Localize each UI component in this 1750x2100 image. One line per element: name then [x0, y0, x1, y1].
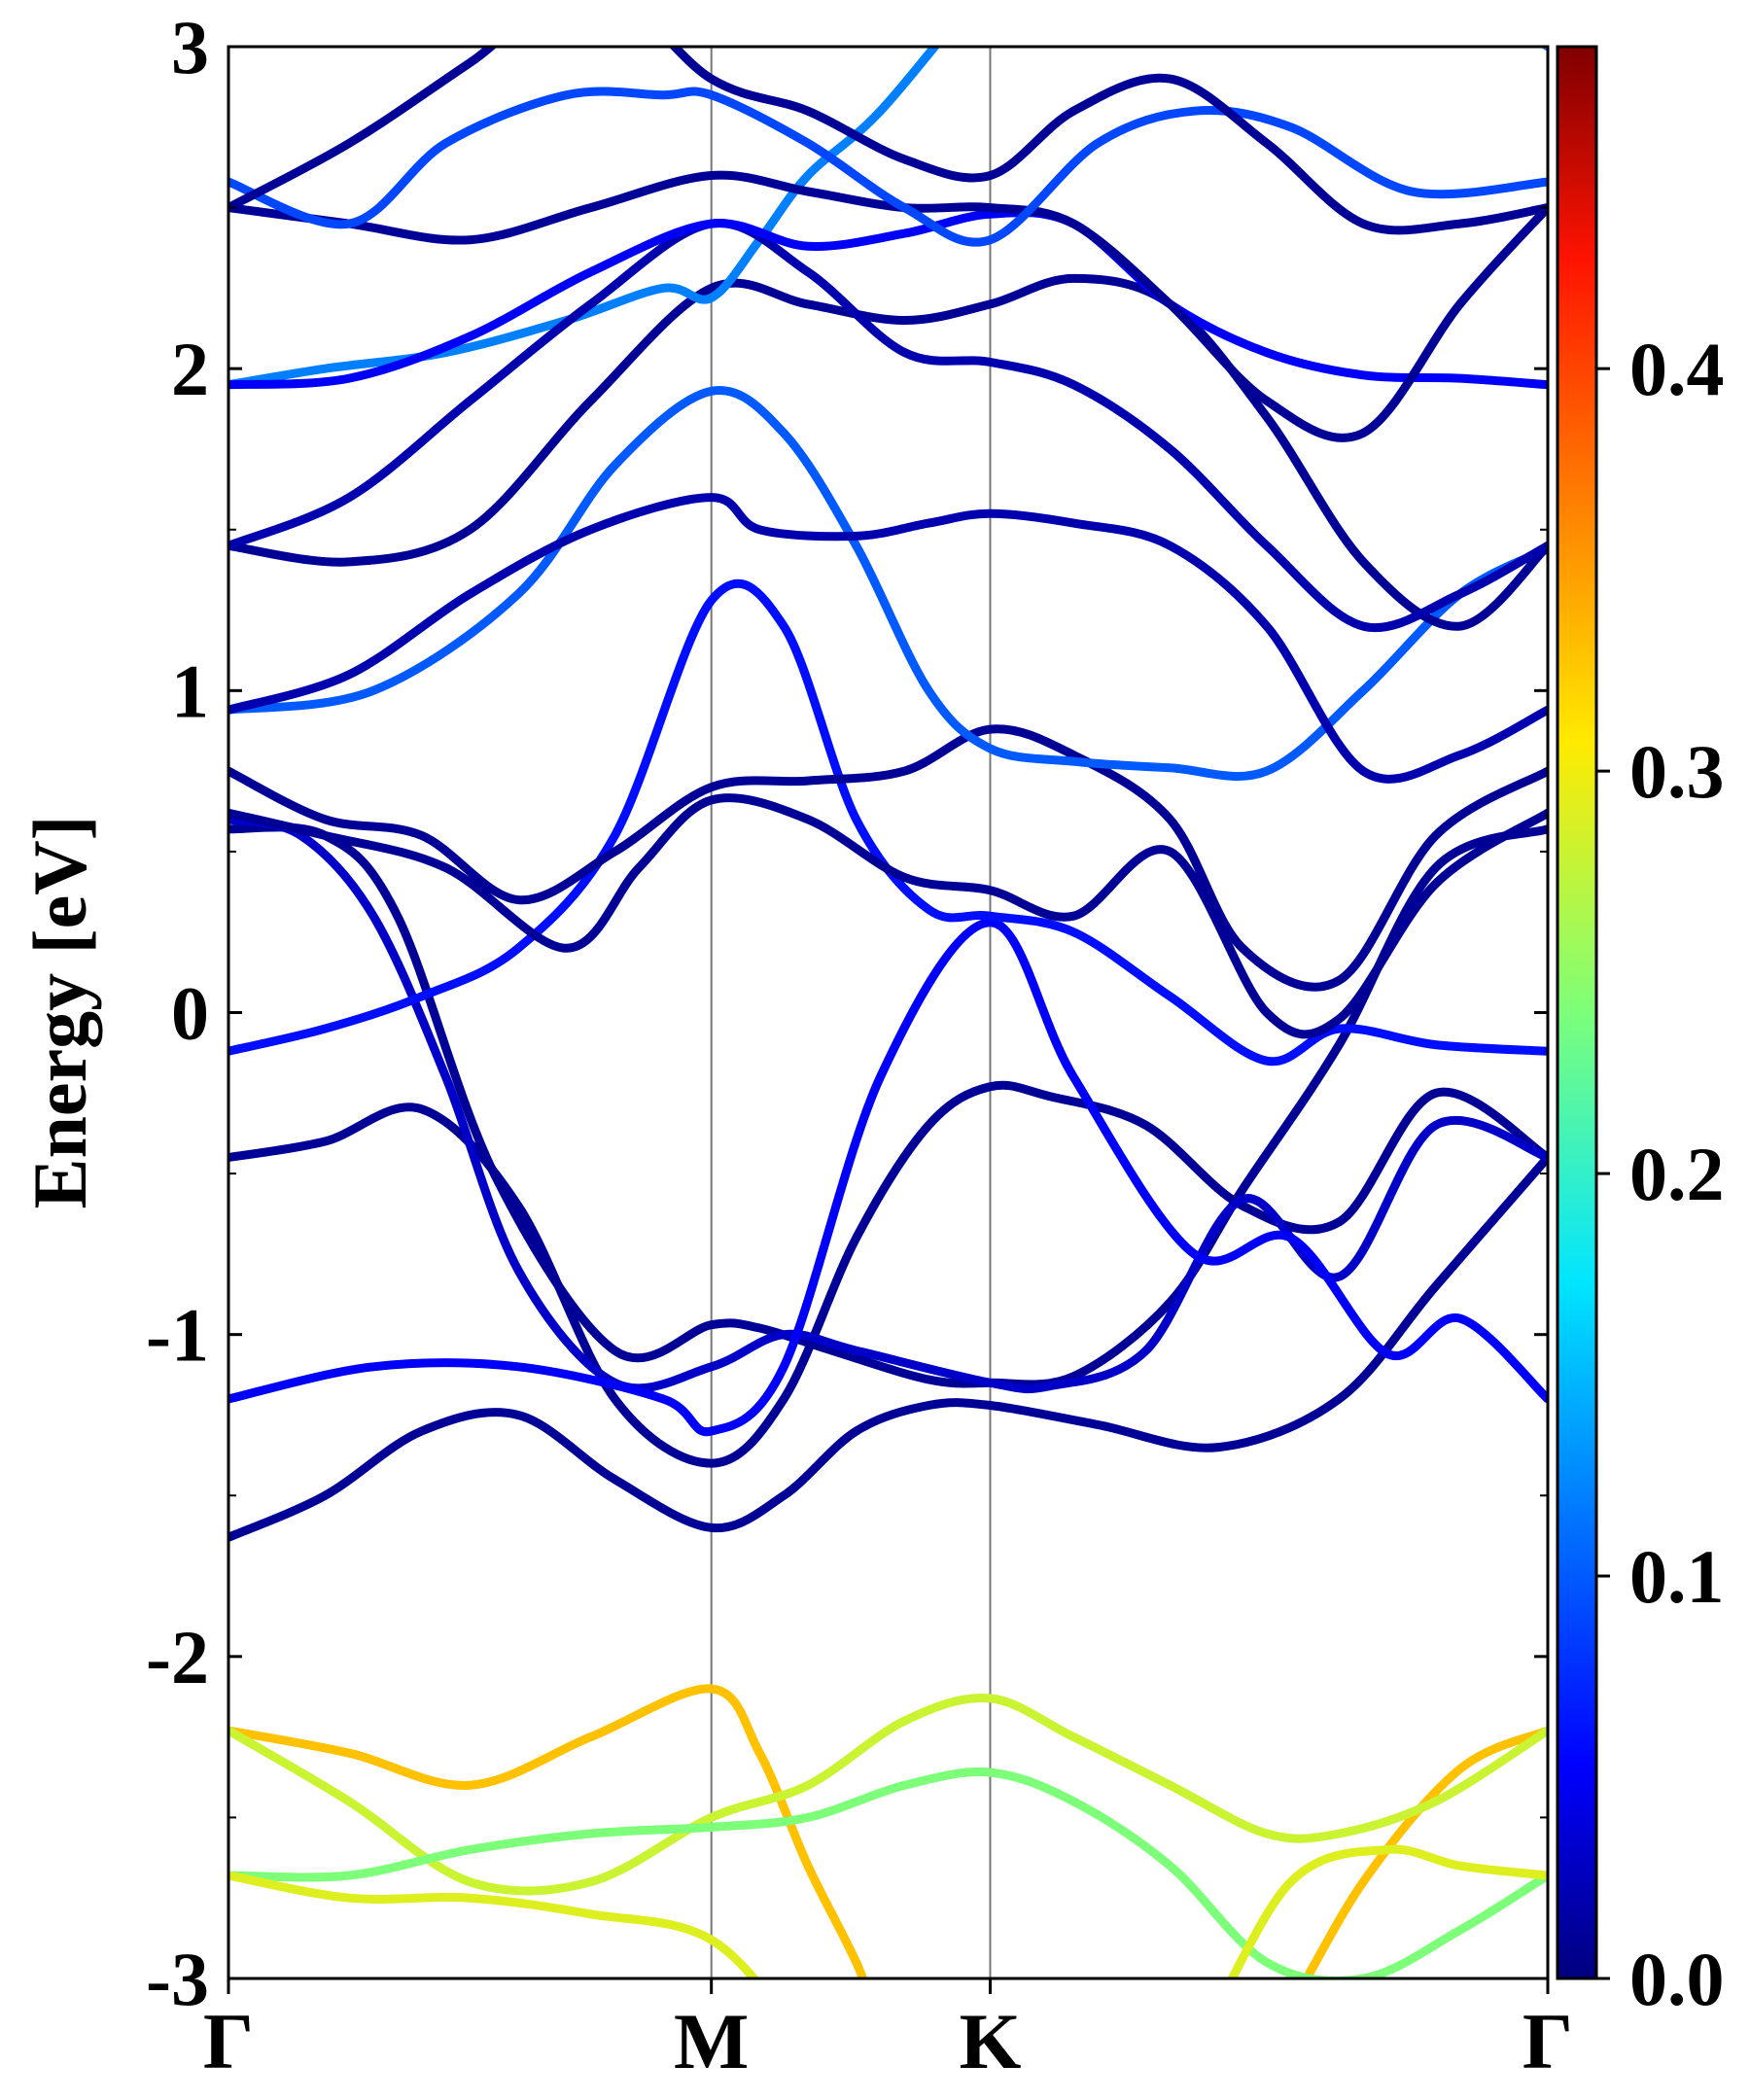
band-20	[228, 1844, 1548, 1978]
colorbar-tick-label-2: 0.2	[1629, 1132, 1725, 1216]
band-6	[228, 793, 1548, 1039]
y-tick-label-0: -3	[146, 1937, 209, 2021]
colorbar-tick-label-3: 0.3	[1629, 729, 1725, 814]
y-tick-label-6: 3	[171, 5, 209, 89]
colorbar-tick-label-1: 0.1	[1629, 1534, 1725, 1619]
y-tick-label-3: 0	[171, 971, 209, 1056]
band-11	[228, 47, 1548, 390]
bands	[228, 47, 1548, 1978]
band-13	[228, 208, 1548, 390]
band-7	[228, 724, 1548, 992]
y-tick-label-1: -2	[146, 1615, 209, 1699]
band-15	[228, 87, 1548, 247]
band-9	[228, 493, 1548, 784]
band-10	[228, 273, 1548, 631]
band-14	[228, 170, 1548, 442]
band-5	[228, 578, 1548, 1067]
colorbar-tick-label-4: 0.4	[1629, 327, 1725, 411]
high-symmetry-lines	[710, 47, 992, 1978]
x-tick-label-3: Γ	[1522, 1997, 1573, 2085]
band-4	[228, 918, 1548, 1437]
y-axis-title: Energy [eV]	[18, 815, 102, 1208]
band-2	[228, 822, 1548, 1389]
band-12	[228, 219, 1548, 633]
band-17	[228, 1684, 1548, 1978]
y-axis: -3 -2 -1 0 1 2 3	[146, 5, 1548, 2021]
x-tick-label-0: Γ	[203, 1997, 254, 2085]
y-tick-label-4: 1	[171, 648, 209, 733]
x-tick-label-1: M	[674, 1997, 749, 2085]
x-tick-label-2: K	[960, 1997, 1022, 2085]
colorbar	[1556, 45, 1598, 1980]
band-8	[228, 385, 1548, 782]
band-0	[228, 1153, 1548, 1542]
band-1	[228, 1080, 1548, 1468]
y-tick-label-5: 2	[171, 327, 209, 411]
band-19	[228, 1768, 1548, 1978]
colorbar-tick-label-0: 0.0	[1629, 1937, 1725, 2021]
y-tick-label-2: -1	[146, 1293, 209, 1378]
band-18	[228, 1693, 1548, 1896]
colorbar-axis: 0.0 0.1 0.2 0.3 0.4	[1596, 327, 1725, 2021]
band-16	[228, 47, 1548, 235]
